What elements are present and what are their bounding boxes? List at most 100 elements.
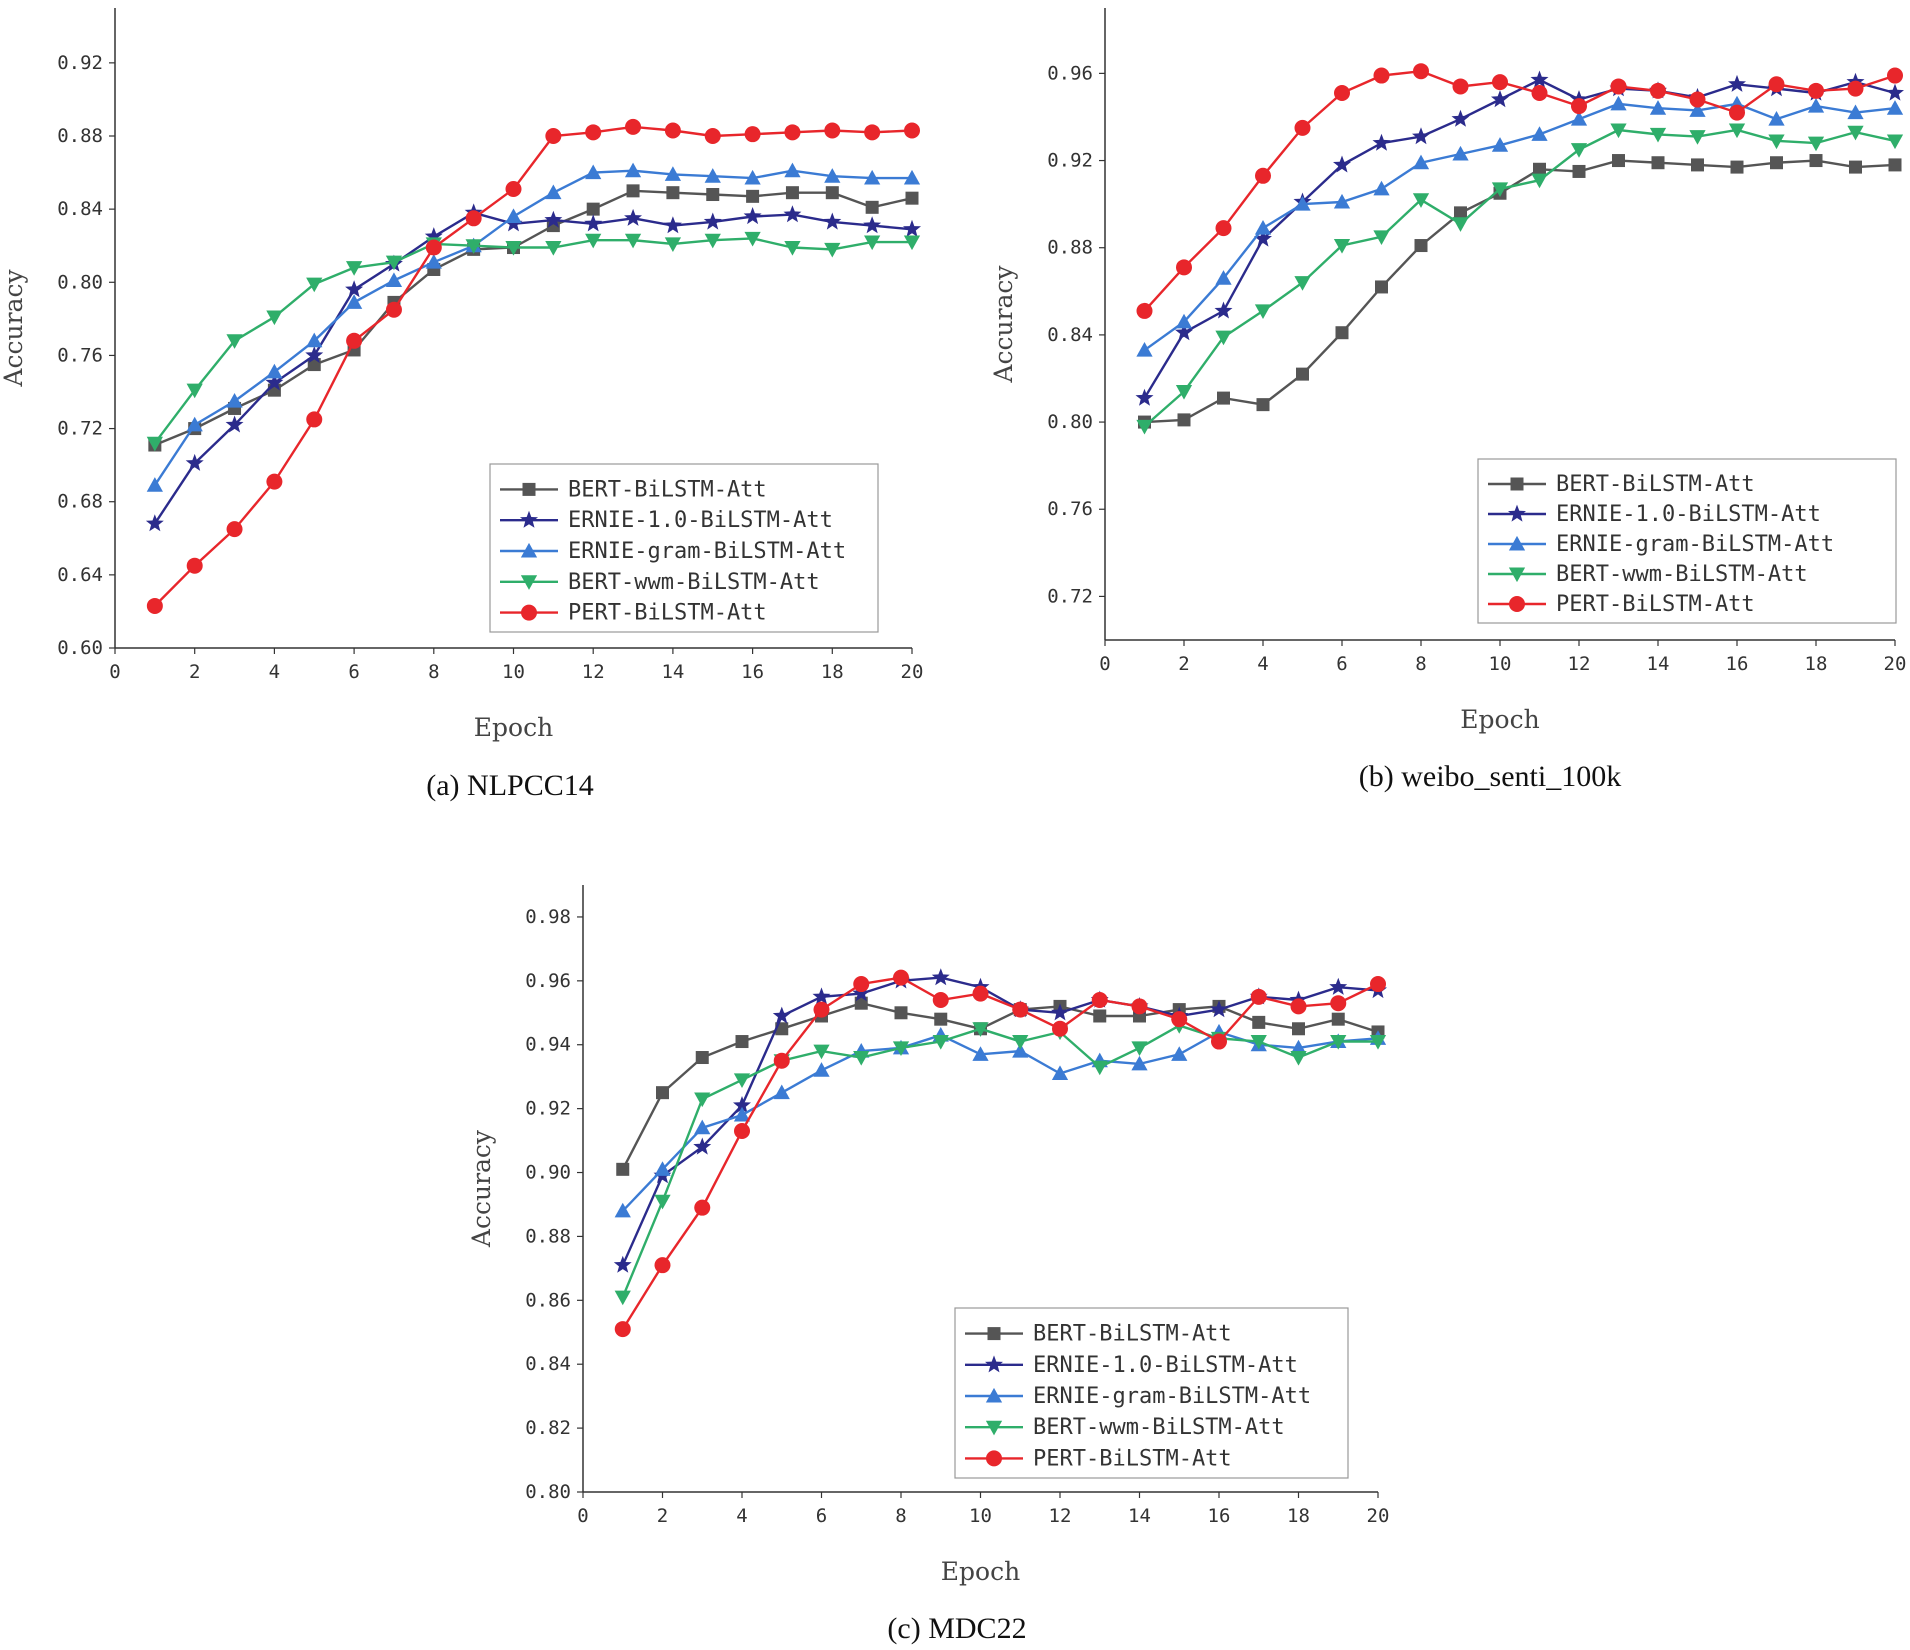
- data-point: [784, 241, 801, 256]
- series-line: [1143, 102, 1896, 352]
- legend-marker: [987, 1327, 1001, 1341]
- chart-mdc22: 0 2 4 6 8 10 12 14 16 18 20 0.80 0.82 0.84 0.86 0.88 0.9…: [467, 885, 1389, 1645]
- legend-label: ERNIE-gram-BiLSTM-Att: [1033, 1384, 1311, 1409]
- y-axis-title: Accuracy: [0, 269, 28, 388]
- legend-marker: [521, 604, 537, 621]
- data-point: [345, 261, 363, 276]
- legend-label: PERT-BiLSTM-Att: [1033, 1446, 1232, 1471]
- data-point: [704, 233, 721, 249]
- data-point: [226, 334, 243, 349]
- data-point: [1250, 988, 1267, 1005]
- data-point: [1491, 137, 1509, 152]
- data-point: [1294, 276, 1311, 291]
- x-tick-label: 8: [428, 661, 439, 683]
- data-point: [306, 332, 323, 348]
- data-point: [625, 118, 642, 135]
- data-point: [1333, 155, 1351, 173]
- data-point: [226, 521, 243, 538]
- data-point: [932, 1035, 949, 1050]
- legend-label: PERT-BiLSTM-Att: [568, 601, 767, 626]
- series-bert-wwm-bilstm-att: [146, 231, 921, 452]
- series-line: [153, 169, 912, 486]
- data-point: [145, 514, 164, 532]
- data-point: [1454, 206, 1467, 220]
- data-point: [824, 168, 841, 183]
- data-point: [1847, 80, 1864, 97]
- series-bert-wwm-bilstm-att: [1136, 123, 1904, 435]
- legend-item-pert-bilstm-att: PERT-BiLSTM-Att: [1488, 592, 1755, 617]
- y-tick-label: 0.92: [1047, 150, 1093, 172]
- series-bert-bilstm-att: [148, 184, 919, 452]
- data-point: [1211, 1033, 1227, 1050]
- data-point: [1570, 111, 1588, 126]
- data-point: [1491, 182, 1509, 198]
- data-point: [746, 189, 760, 203]
- data-point: [813, 1044, 830, 1060]
- data-point: [783, 205, 802, 223]
- x-tick-label: 16: [741, 661, 764, 683]
- legend-item-ernie-1-0-bilstm-att: ERNIE-1.0-BiLSTM-Att: [1488, 502, 1821, 527]
- x-tick-label: 8: [1415, 653, 1426, 675]
- data-point: [1886, 100, 1904, 115]
- data-point: [854, 996, 868, 1010]
- data-point: [1370, 976, 1386, 993]
- x-tick-label: 2: [657, 1505, 668, 1527]
- series-bert-bilstm-att: [1138, 154, 1902, 429]
- data-point: [1254, 304, 1272, 320]
- legend-label: BERT-wwm-BiLSTM-Att: [568, 570, 820, 595]
- data-point: [1412, 193, 1430, 208]
- data-point: [664, 166, 682, 181]
- data-point: [185, 453, 204, 471]
- data-point: [1886, 134, 1904, 150]
- data-point: [1452, 145, 1469, 161]
- data-point: [1412, 154, 1430, 170]
- legend-marker: [520, 542, 538, 558]
- data-point: [852, 984, 871, 1002]
- series-ernie-1-0-bilstm-att: [1135, 70, 1904, 406]
- x-tick-label: 2: [1178, 653, 1189, 675]
- series-pert-bilstm-att: [146, 118, 920, 614]
- x-tick-label: 12: [582, 661, 605, 683]
- data-point: [1171, 1046, 1188, 1061]
- data-point: [1492, 74, 1508, 91]
- data-point: [1414, 239, 1428, 253]
- data-point: [1331, 1012, 1345, 1026]
- data-point: [1413, 63, 1429, 80]
- data-point: [905, 191, 919, 205]
- data-point: [656, 1086, 669, 1100]
- data-point: [1572, 164, 1586, 178]
- data-point: [785, 186, 799, 200]
- data-point: [385, 301, 402, 318]
- data-point: [624, 233, 642, 249]
- data-point: [1214, 301, 1233, 319]
- y-tick-label: 0.88: [525, 1225, 571, 1247]
- data-point: [585, 233, 602, 249]
- y-axis-title: Accuracy: [467, 1129, 496, 1248]
- y-tick-label: 0.80: [1047, 411, 1093, 433]
- data-point: [663, 216, 682, 234]
- data-point: [1012, 1035, 1029, 1050]
- y-tick-label: 0.72: [57, 418, 103, 440]
- data-point: [586, 202, 600, 216]
- data-point: [1136, 419, 1153, 435]
- data-point: [1610, 78, 1627, 95]
- data-point: [1689, 91, 1706, 108]
- data-point: [664, 122, 681, 139]
- data-point: [1650, 82, 1666, 99]
- y-tick-label: 0.82: [525, 1417, 571, 1439]
- x-tick-label: 12: [1568, 653, 1591, 675]
- data-point: [734, 1122, 750, 1139]
- legend-item-bert-wwm-bilstm-att: BERT-wwm-BiLSTM-Att: [1488, 562, 1808, 587]
- data-point: [1131, 998, 1148, 1015]
- data-point: [654, 1194, 671, 1210]
- data-point: [1768, 76, 1785, 93]
- data-point: [1296, 367, 1309, 381]
- data-point: [1452, 217, 1469, 232]
- data-point: [1729, 104, 1745, 121]
- legend-marker: [1510, 477, 1524, 491]
- data-point: [694, 1119, 711, 1135]
- data-point: [813, 1001, 830, 1018]
- legend-label: BERT-wwm-BiLSTM-Att: [1556, 562, 1808, 587]
- data-point: [465, 210, 482, 227]
- series-line: [1143, 69, 1896, 312]
